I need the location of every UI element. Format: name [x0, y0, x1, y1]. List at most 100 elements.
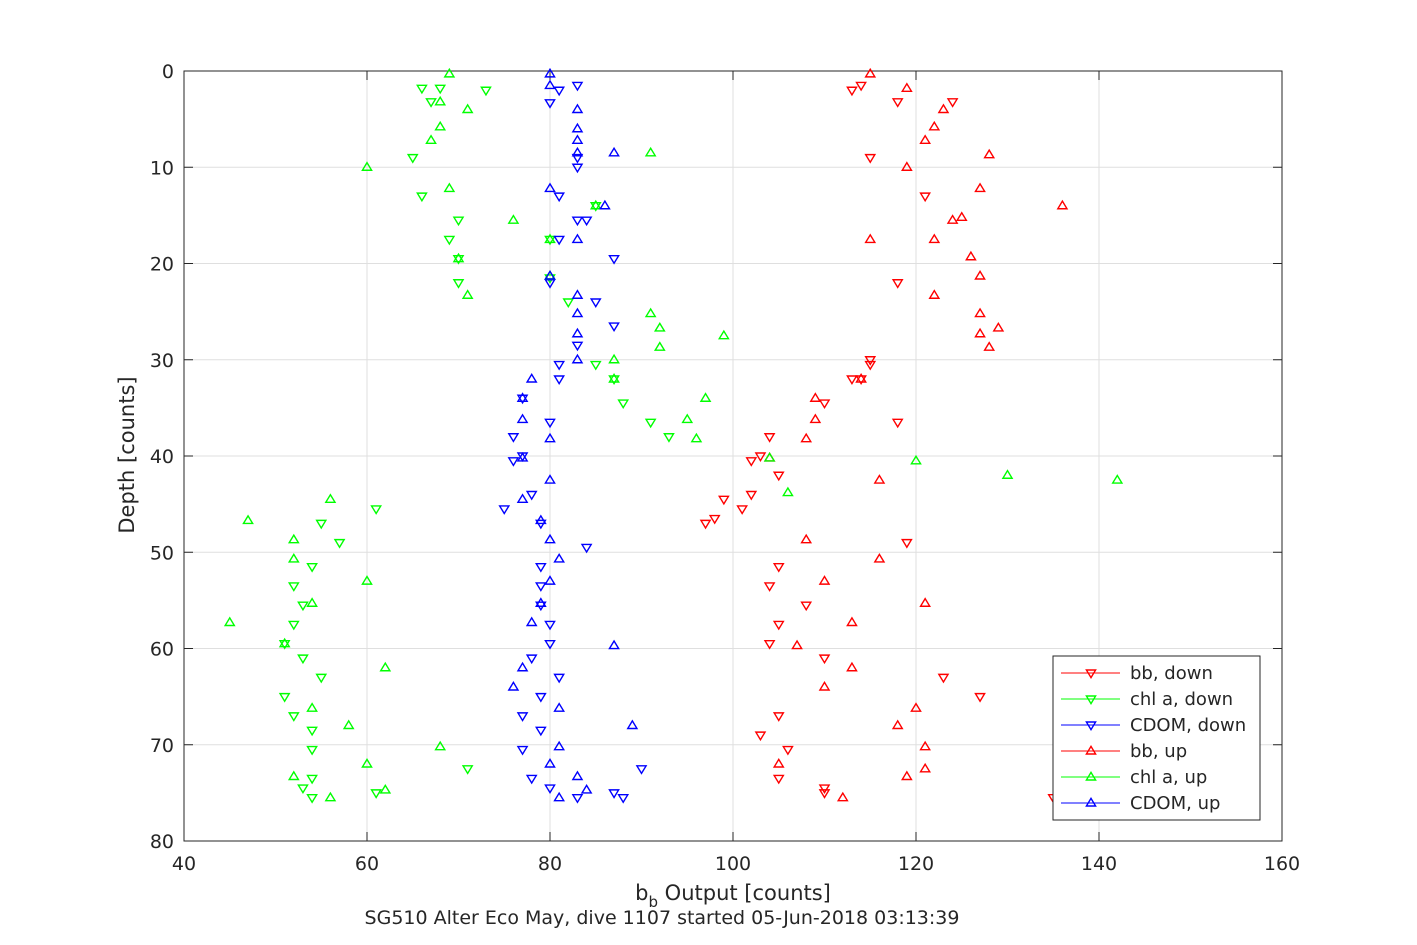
data-point: [846, 86, 858, 97]
data-point: [699, 392, 712, 402]
data-point: [580, 784, 593, 794]
data-point: [653, 341, 666, 351]
data-point: [571, 307, 584, 318]
data-point: [553, 740, 565, 751]
data-point: [690, 432, 703, 443]
data-point: [718, 495, 730, 506]
legend-marker: [1085, 797, 1097, 807]
data-point: [544, 79, 556, 90]
data-point: [745, 457, 758, 467]
data-point: [772, 758, 785, 768]
data-point: [763, 639, 776, 650]
series-2: [498, 81, 648, 804]
data-point: [891, 719, 904, 730]
data-point: [589, 199, 602, 210]
data-point: [452, 216, 465, 227]
data-point: [846, 375, 858, 385]
legend-label: chl a, up: [1130, 767, 1207, 788]
data-point: [553, 791, 565, 802]
data-point: [306, 774, 318, 785]
data-point: [544, 784, 556, 795]
data-point: [644, 146, 657, 157]
data-point: [553, 702, 565, 712]
data-point: [553, 673, 565, 684]
data-point: [663, 433, 675, 443]
data-point: [791, 639, 803, 650]
data-point: [525, 616, 538, 627]
data-point: [608, 254, 620, 265]
data-point: [608, 353, 620, 364]
x-axis-label-subscript: b: [648, 893, 658, 911]
data-point: [544, 474, 556, 484]
data-point: [946, 214, 959, 224]
data-point: [553, 553, 565, 563]
data-point: [297, 654, 309, 665]
data-point: [571, 327, 584, 338]
legend-marker: [1085, 771, 1097, 781]
data-point: [361, 758, 373, 768]
data-point: [306, 726, 318, 737]
data-point: [891, 98, 904, 108]
data-point: [507, 214, 520, 224]
data-point: [846, 616, 858, 627]
data-point: [416, 192, 428, 203]
x-tick-label: 140: [1081, 853, 1117, 875]
data-point: [544, 620, 556, 631]
data-point: [452, 252, 465, 263]
data-point: [919, 597, 931, 607]
data-point: [544, 279, 556, 289]
data-point: [571, 216, 584, 227]
data-point: [379, 661, 392, 672]
data-point: [525, 774, 538, 785]
data-point: [434, 84, 447, 95]
data-point: [818, 575, 831, 585]
data-point: [535, 582, 547, 592]
data-point: [864, 67, 877, 78]
data-point: [571, 163, 584, 174]
legend-marker: [1085, 669, 1097, 679]
data-point: [553, 192, 565, 203]
legend-marker: [1085, 721, 1097, 731]
data-point: [544, 270, 556, 280]
data-point: [553, 235, 565, 246]
data-point: [287, 582, 300, 592]
data-point: [644, 418, 657, 429]
data-point: [846, 661, 858, 672]
legend-label: bb, up: [1130, 741, 1187, 762]
data-point: [965, 250, 977, 261]
data-point: [608, 789, 620, 799]
data-point: [983, 148, 996, 159]
data-point: [800, 601, 813, 612]
data-point: [772, 562, 785, 573]
data-point: [1056, 199, 1069, 210]
data-point: [919, 740, 931, 751]
data-point: [544, 99, 556, 109]
data-point: [535, 726, 547, 737]
data-point: [782, 486, 794, 497]
data-point: [379, 784, 392, 794]
legend-box: [1052, 655, 1261, 821]
data-point: [809, 413, 822, 424]
data-point: [818, 399, 831, 410]
data-point: [507, 681, 520, 691]
data-point: [571, 153, 584, 164]
data-point: [910, 454, 922, 465]
data-point: [361, 161, 373, 171]
data-point: [754, 731, 767, 742]
data-point: [708, 514, 721, 525]
data-point: [516, 451, 529, 462]
data-point: [873, 474, 886, 484]
data-point: [544, 575, 556, 585]
data-point: [589, 360, 602, 371]
data-point: [901, 538, 913, 549]
data-point: [992, 322, 1005, 332]
data-point: [745, 490, 758, 501]
data-point: [910, 702, 922, 712]
data-point: [525, 373, 538, 383]
data-point: [544, 639, 556, 650]
y-tick-label: 50: [150, 542, 174, 564]
data-point: [836, 791, 849, 802]
data-point: [498, 505, 511, 515]
series-4: [223, 67, 1124, 802]
